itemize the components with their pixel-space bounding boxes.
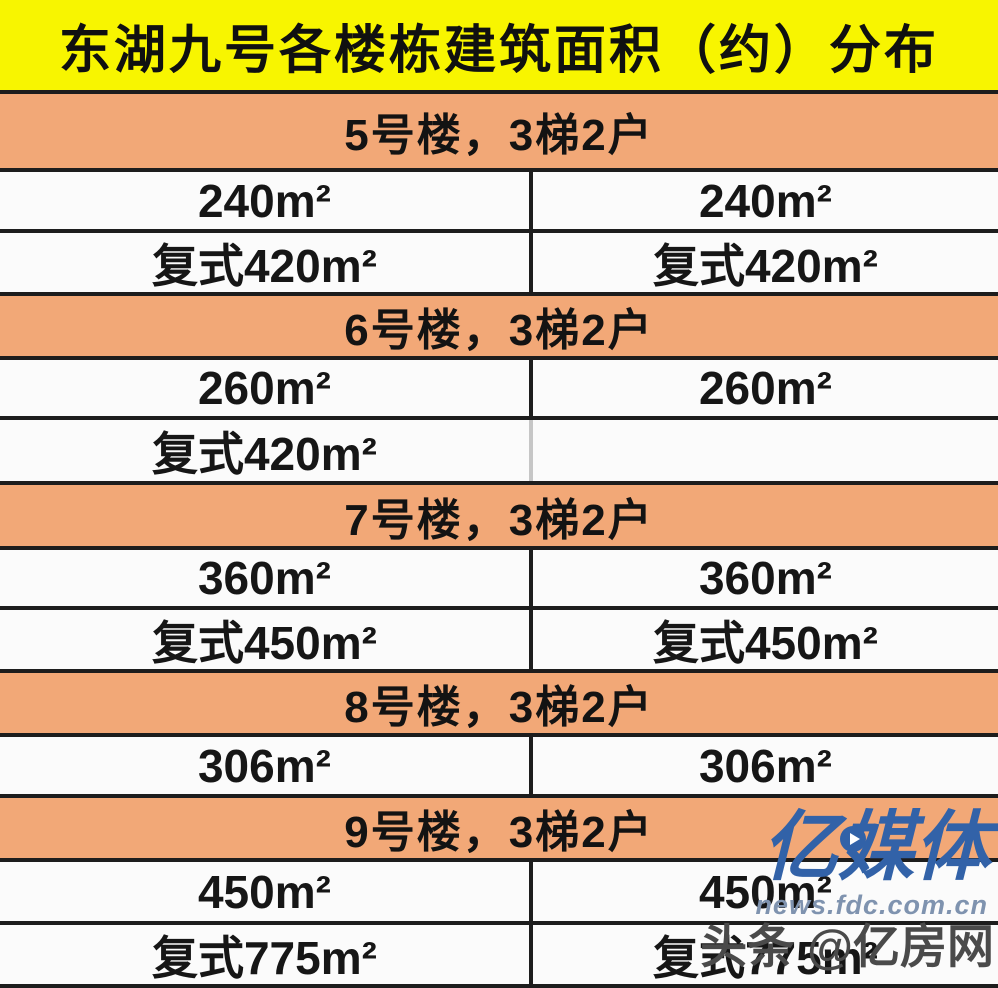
area-value: 306m² [197,739,331,792]
table-row: 复式420m² 复式420m² [0,233,998,296]
table-cell: 306m² [0,737,533,794]
page-title: 东湖九号各楼栋建筑面积（约）分布 [58,21,939,80]
area-value: 复式420m² [151,239,377,292]
area-value: 450m² [197,865,331,918]
area-value: 240m² [698,174,832,227]
section-header-building-6: 6号楼，3梯2户 [0,296,998,360]
table-cell: 复式775m² [533,925,998,984]
table-cell: 复式450m² [533,610,998,669]
section-header-label: 7号楼，3梯2户 [344,495,654,545]
area-value: 450m² [698,865,832,918]
area-value: 复式450m² [151,616,377,669]
section-header-building-7: 7号楼，3梯2户 [0,485,998,550]
section-header-building-8: 8号楼，3梯2户 [0,673,998,737]
table-row: 360m² 360m² [0,550,998,610]
area-value: 260m² [197,362,331,414]
table-cell: 复式450m² [0,610,533,669]
table-cell: 复式775m² [0,925,533,984]
area-value: 306m² [698,739,832,792]
area-value: 260m² [698,362,832,414]
table-cell-empty [533,420,998,481]
table-cell: 240m² [0,172,533,229]
area-value: 复式420m² [652,239,878,292]
table-cell: 306m² [533,737,998,794]
table-row: 260m² 260m² [0,360,998,420]
table-cell: 360m² [0,550,533,606]
title-bar: 东湖九号各楼栋建筑面积（约）分布 [0,0,998,94]
area-value: 复式775m² [151,931,377,984]
table-cell: 450m² [0,862,533,921]
table-row: 306m² 306m² [0,737,998,798]
section-header-building-5: 5号楼，3梯2户 [0,94,998,172]
table-row: 复式450m² 复式450m² [0,610,998,673]
table-cell: 260m² [533,360,998,416]
area-value: 360m² [698,552,832,604]
table-cell: 360m² [533,550,998,606]
table-cell: 240m² [533,172,998,229]
table-cell: 复式420m² [0,233,533,292]
table-row: 450m² 450m² [0,862,998,925]
table-row: 复式775m² 复式775m² [0,925,998,988]
area-value: 复式775m² [652,931,878,984]
area-value: 360m² [197,552,331,604]
section-header-label: 9号楼，3梯2户 [344,808,654,857]
table-cell: 复式420m² [533,233,998,292]
area-value: 复式420m² [151,427,377,480]
section-header-building-9: 9号楼，3梯2户 [0,798,998,862]
section-header-label: 6号楼，3梯2户 [344,306,654,355]
area-value: 240m² [197,174,331,227]
section-header-label: 8号楼，3梯2户 [344,683,654,732]
table-row: 复式420m² [0,420,998,485]
table-cell: 260m² [0,360,533,416]
table-row: 240m² 240m² [0,172,998,233]
table-cell: 450m² [533,862,998,921]
table-cell: 复式420m² [0,420,533,481]
section-header-label: 5号楼，3梯2户 [344,111,654,160]
area-value: 复式450m² [652,616,878,669]
